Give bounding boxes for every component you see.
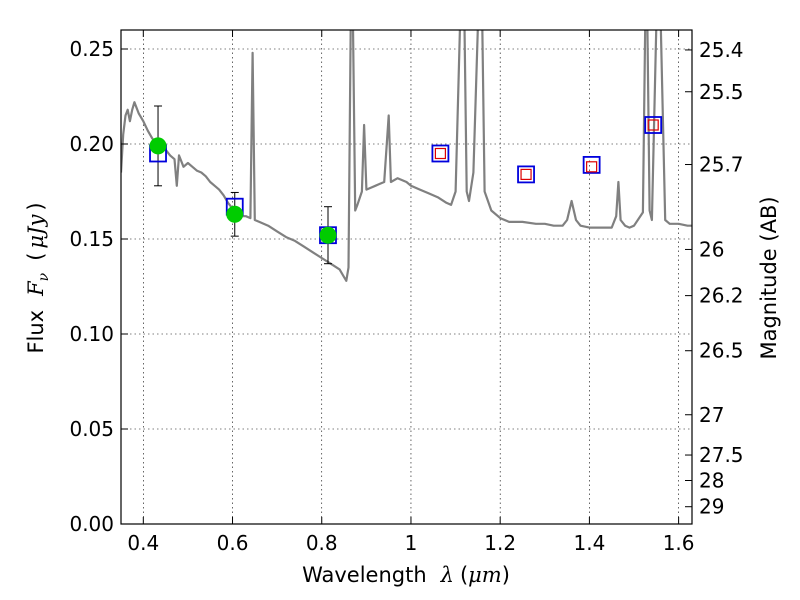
x-tick-label: 1 xyxy=(405,531,418,555)
y2-tick-label: 25.5 xyxy=(699,80,744,104)
x-tick-label: 0.8 xyxy=(306,531,338,555)
tick-marks xyxy=(121,30,692,525)
model-spectrum-layer xyxy=(121,30,692,282)
plot-frame xyxy=(120,29,693,525)
upper-limit-marker xyxy=(586,161,598,173)
model-photometry-box xyxy=(517,165,535,184)
y2-tick-label: 26 xyxy=(699,237,724,261)
errorbar-layer xyxy=(154,105,332,265)
observed-photometry-layer xyxy=(149,137,337,244)
x-tick-label: 0.6 xyxy=(217,531,249,555)
model-photometry-box xyxy=(644,116,663,134)
x-tick-label: 0.4 xyxy=(127,531,159,555)
grid-lines xyxy=(121,30,692,525)
y-tick-label: 0.15 xyxy=(69,227,114,251)
upper-limit-marker xyxy=(647,119,659,131)
upper-limit-layer xyxy=(434,119,659,180)
y2-axis-label: Magnitude (AB) xyxy=(757,196,781,359)
upper-limit-marker xyxy=(434,147,447,160)
y2-tick-label: 29 xyxy=(699,495,724,519)
y-tick-label: 0.05 xyxy=(69,417,114,441)
x-axis-label: Wavelength λ (μm) xyxy=(302,563,510,587)
x-tick-label: 1.6 xyxy=(663,531,695,555)
y2-tick-label: 26.2 xyxy=(699,284,744,308)
y2-tick-label: 27.5 xyxy=(699,443,744,467)
y2-tick-label: 26.5 xyxy=(699,339,744,363)
x-tick-label: 1.4 xyxy=(573,531,605,555)
observed-point xyxy=(226,205,244,223)
model-photometry-box xyxy=(582,155,601,174)
x-tick-label: 1.2 xyxy=(484,531,516,555)
y2-tick-label: 27 xyxy=(699,403,724,427)
y-tick-label: 0.20 xyxy=(69,132,114,156)
model-spectrum-line xyxy=(121,30,692,282)
y2-tick-labels: 25.4 25.5 25.7 26 26.2 26.5 27 27.528 29 xyxy=(699,38,744,519)
y-axis-label: FluxFν(μJy) xyxy=(24,202,52,353)
y-tick-labels: 0.00 0.05 0.10 0.15 0.20 0.25 xyxy=(69,37,114,536)
y2-tick-label: 25.7 xyxy=(699,153,744,177)
upper-limit-marker xyxy=(520,168,532,180)
model-photometry-layer xyxy=(149,116,663,245)
observed-point xyxy=(319,226,337,244)
y2-tick-label: 28 xyxy=(699,468,724,492)
y-tick-label: 0.10 xyxy=(69,322,114,346)
y2-tick-label: 25.4 xyxy=(699,38,744,62)
y-tick-label: 0.25 xyxy=(69,37,114,61)
x-tick-labels: 0.4 0.6 0.8 1 1.2 1.4 1.6 xyxy=(127,531,694,555)
model-photometry-box xyxy=(431,144,450,163)
observed-point xyxy=(149,137,167,155)
y-tick-label: 0.00 xyxy=(69,512,114,536)
